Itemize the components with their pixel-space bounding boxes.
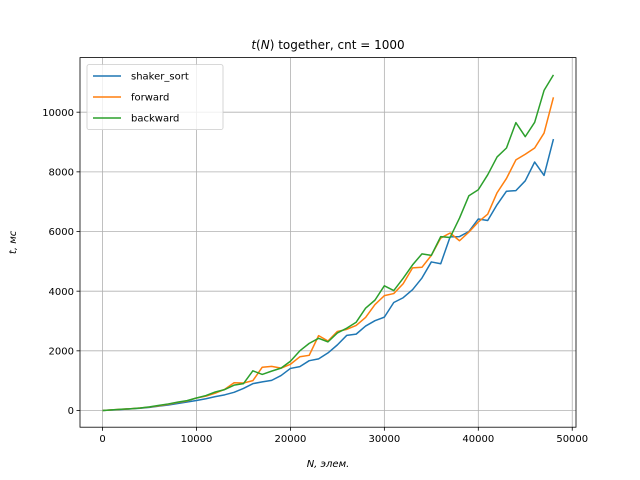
axis-ticks: 0 10000 20000 30000 40000 50000 0 2000 4000 6000 8…	[42, 108, 588, 445]
chart-title: t(N) together, cnt = 1000	[251, 38, 404, 52]
legend-box	[86, 64, 224, 130]
y-tick-label: 0	[68, 406, 74, 417]
y-tick-label: 6000	[49, 227, 74, 238]
y-tick-label: 10000	[42, 108, 74, 119]
y-tick-label: 8000	[49, 167, 74, 178]
y-tick-label: 2000	[49, 346, 74, 357]
legend-label-shaker-sort: shaker_sort	[131, 72, 189, 83]
x-tick-label: 50000	[556, 434, 588, 445]
y-axis-label: t, мс	[8, 230, 19, 254]
plot-frame	[79, 57, 577, 428]
legend-label-forward: forward	[131, 93, 169, 104]
series-line-backward	[102, 74, 555, 412]
x-tick-label: 0	[99, 434, 105, 445]
x-tick-label: 30000	[368, 434, 400, 445]
y-tick-label: 4000	[49, 287, 74, 298]
legend-label-backward: backward	[131, 114, 179, 125]
x-axis-label: N, элем.	[307, 459, 350, 470]
series-layer	[102, 74, 555, 412]
series-line-shaker-sort	[102, 138, 555, 412]
x-tick-label: 20000	[275, 434, 307, 445]
x-tick-label: 40000	[462, 434, 494, 445]
x-tick-label: 10000	[181, 434, 213, 445]
grid-lines	[80, 57, 576, 428]
